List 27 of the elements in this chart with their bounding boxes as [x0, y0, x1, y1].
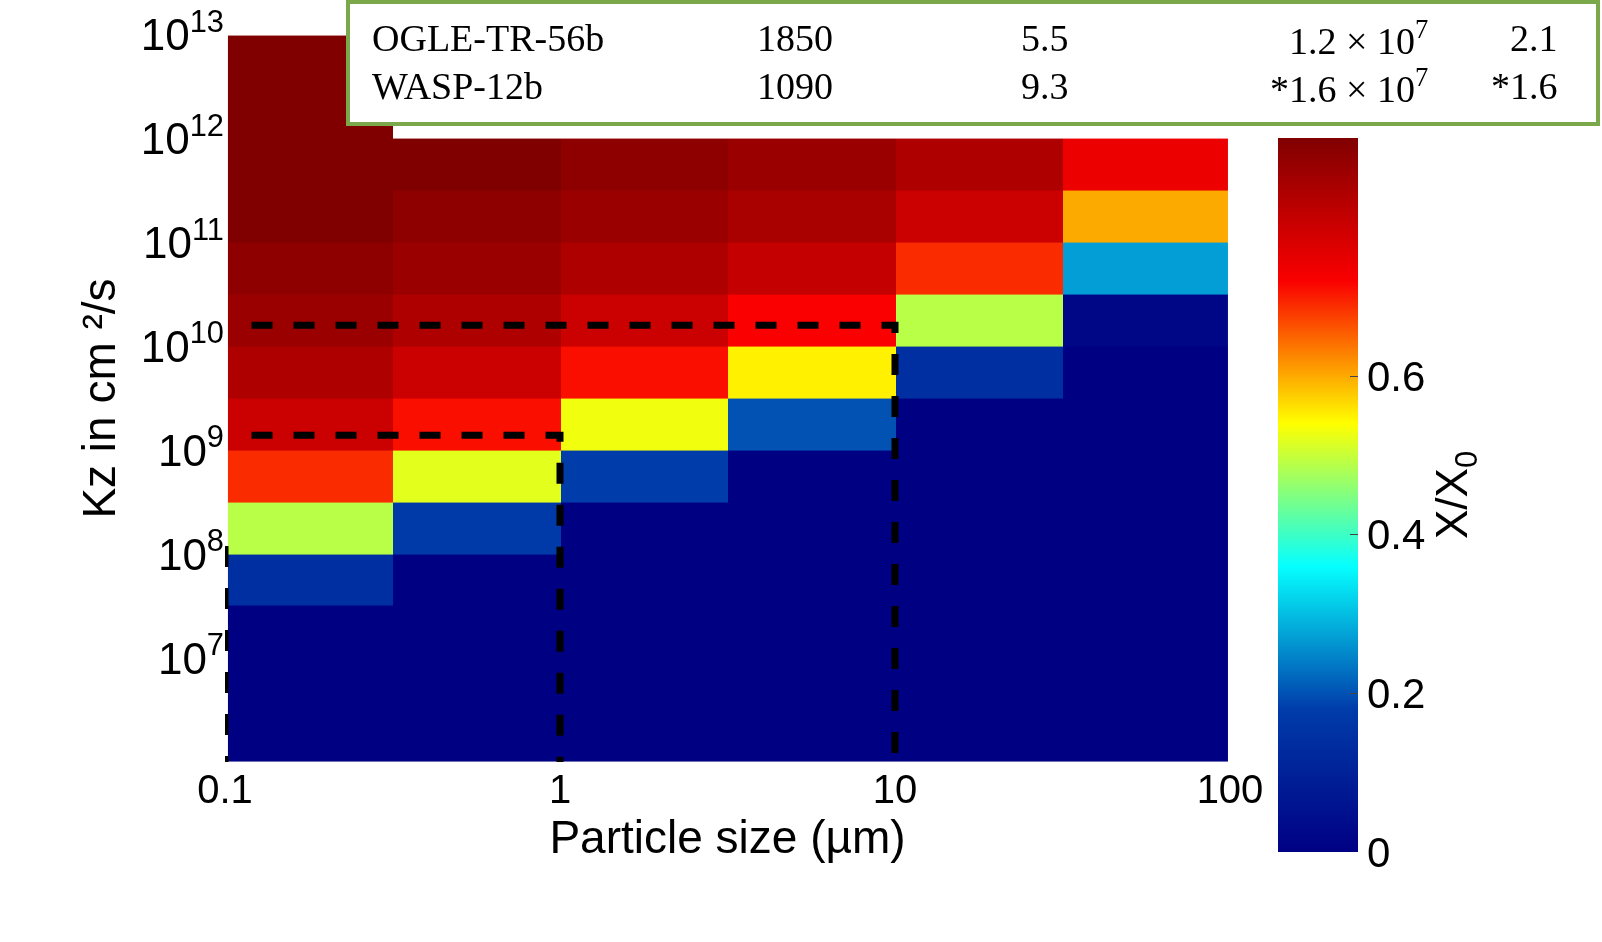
annotation: OGLE-TR-56b [372, 17, 605, 59]
y-tick-label: 10$^{11}$ [143, 211, 224, 268]
color-bar-label: 0.6 [1366, 352, 1426, 400]
text: *1.6 [1491, 65, 1558, 107]
y-axis-title: Kz in cm ²/s [73, 278, 126, 519]
y-tick-label: 10$^{7}$ [157, 627, 224, 683]
annotation: 5.5 [1021, 17, 1069, 59]
x-axis-title: Particle size (µm) [549, 811, 906, 863]
x-tick-label: 0.1 [197, 767, 253, 811]
y-tick-label: 10$^{12}$ [140, 107, 224, 164]
y-tick-label: 10$^{10}$ [140, 315, 224, 371]
x-tick-label: 100 [1196, 767, 1264, 811]
x-tick-label: 10 [872, 767, 918, 811]
y-tick-label: 10$^{8}$ [157, 523, 224, 579]
text: 2.1 [1510, 17, 1558, 59]
color-bar-label: 0 [1366, 828, 1391, 876]
x-tick-label: 1 [548, 767, 572, 811]
annotation: 1850 [757, 17, 833, 59]
annotation: 1090 [757, 65, 833, 107]
text: 1.2 × 10$^{7}$ [1289, 14, 1429, 62]
annotation: 9.3 [1021, 65, 1069, 107]
text: *1.6 × 10$^{7}$ [1270, 62, 1429, 110]
color-bar-label: 0.4 [1366, 511, 1426, 559]
y-tick-label: 10$^{9}$ [157, 419, 224, 475]
annotation: WASP-12b [372, 65, 544, 107]
y-tick-label: 10$^{13}$ [140, 3, 224, 60]
color-bar-label: 0.2 [1366, 670, 1426, 718]
